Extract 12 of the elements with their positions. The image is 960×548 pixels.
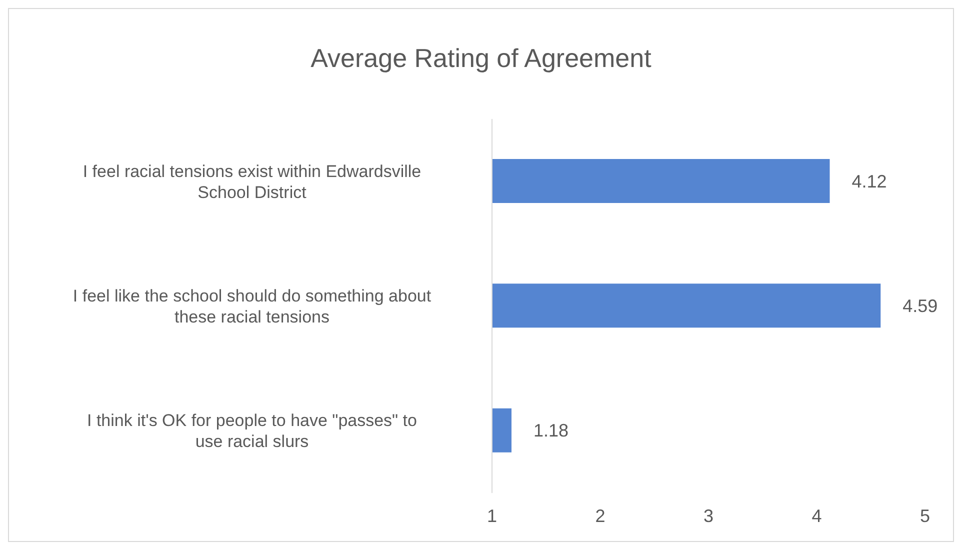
y-tick-label: I feel like the school should do something about these racial tensions [72, 286, 432, 326]
x-tick-label: 4 [812, 506, 822, 526]
x-tick-label: 1 [486, 506, 498, 526]
y-tick-label: I feel racial tensions exist within Edwardsville School District [82, 161, 422, 202]
x-tick-label: 2 [595, 506, 606, 526]
data-label: 1.18 [533, 420, 569, 441]
chart-title: Average Rating of Agreement [310, 42, 652, 75]
y-tick-label: I think it's OK for people to have "passes" to use racial slurs [87, 410, 417, 451]
x-tick-label: 3 [703, 506, 714, 526]
data-label: 4.12 [852, 171, 887, 192]
data-label: 4.59 [902, 296, 938, 316]
x-tick-label: 5 [920, 506, 930, 526]
